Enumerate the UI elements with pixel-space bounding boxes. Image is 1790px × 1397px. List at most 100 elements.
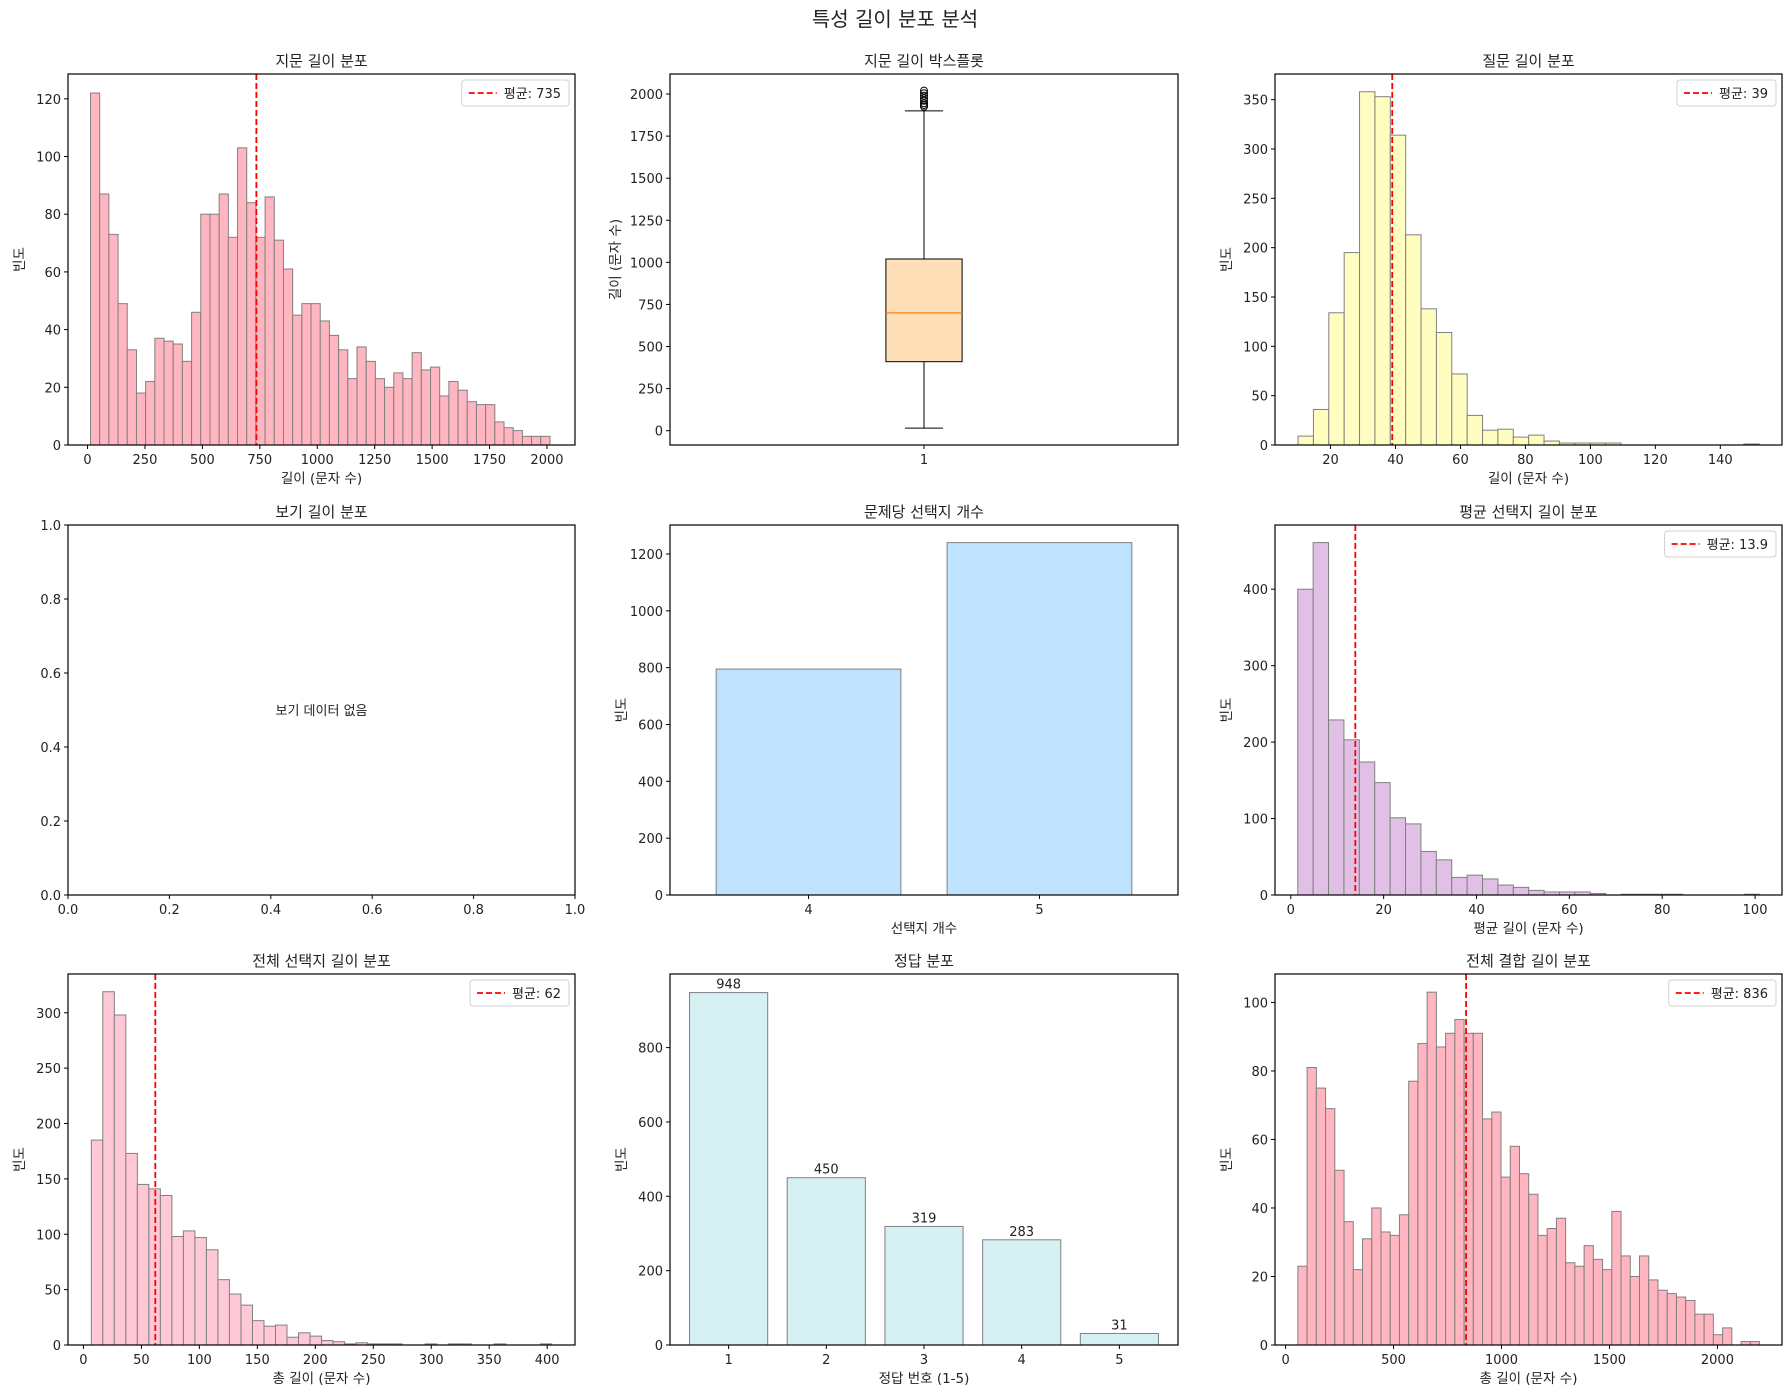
- y-tick-label: 60: [1251, 1133, 1268, 1148]
- x-tick-label: 250: [133, 453, 158, 468]
- histogram-bar: [1374, 96, 1391, 446]
- histogram-bar: [125, 1152, 138, 1346]
- histogram-bar: [319, 320, 330, 446]
- subplot-title: 질문 길이 분포: [1482, 52, 1575, 70]
- histogram-bar: [1312, 542, 1330, 896]
- x-tick-label: 0.4: [260, 903, 281, 918]
- y-tick-label: 50: [44, 1284, 61, 1299]
- histogram-bar: [108, 233, 119, 446]
- histogram-bar: [1445, 1032, 1456, 1346]
- y-tick-label: 40: [1251, 1202, 1268, 1217]
- histogram-bar: [1358, 761, 1376, 896]
- histogram-bar: [1435, 1046, 1447, 1346]
- outlier-point: [920, 86, 928, 95]
- subplot-title: 전체 결합 길이 분포: [1466, 952, 1591, 970]
- histogram-bar: [1380, 1231, 1391, 1346]
- histogram-bar: [328, 334, 340, 446]
- histogram-bar: [145, 381, 156, 446]
- subplot-1: 0 250 500 750 1000 1250 1500 1750 2000 0 20 40 60 80 1…: [12, 52, 576, 487]
- histogram-bar: [1435, 859, 1453, 896]
- histogram-bar: [1518, 1173, 1530, 1346]
- x-tick-label: 0.0: [58, 903, 79, 918]
- x-tick-label: 100: [1743, 903, 1768, 918]
- histogram-bar: [1712, 1334, 1724, 1346]
- x-tick-label: 150: [245, 1353, 270, 1368]
- histogram-bar: [1325, 1108, 1336, 1346]
- histogram-bar: [540, 435, 551, 446]
- histogram-bar: [275, 1324, 288, 1346]
- x-tick-label: 140: [1708, 453, 1733, 468]
- histogram-bar: [1648, 1279, 1659, 1346]
- histogram-bar: [1352, 1269, 1364, 1346]
- axes-frame: [67, 73, 576, 446]
- y-tick-label: 200: [638, 832, 663, 847]
- y-tick-label: 400: [638, 1190, 663, 1205]
- histogram-bar: [1405, 234, 1422, 446]
- histogram-bar: [251, 1320, 265, 1346]
- y-tick-label: 0.4: [40, 741, 61, 756]
- subplot-title: 보기 길이 분포: [275, 503, 368, 521]
- y-tick-label: 0: [1260, 439, 1268, 454]
- histogram-bar: [1491, 1111, 1502, 1346]
- histogram-bar: [1574, 1265, 1585, 1346]
- outlier-point: [920, 94, 928, 103]
- y-tick-label: 0: [655, 889, 663, 904]
- histogram-bar: [102, 991, 115, 1346]
- y-tick-label: 350: [1243, 94, 1268, 109]
- y-tick-label: 300: [1243, 143, 1268, 158]
- x-tick-label: 400: [535, 1353, 560, 1368]
- histogram-bar: [209, 213, 220, 446]
- x-axis-label: 길이 (문자 수): [281, 471, 362, 487]
- y-tick-label: 40: [44, 324, 61, 339]
- bar-value-label: 283: [1009, 1225, 1034, 1240]
- subplot-title: 문제당 선택지 개수: [864, 503, 984, 521]
- legend: 평균: 62: [469, 979, 570, 1007]
- y-tick-label: 0.8: [40, 593, 61, 608]
- x-tick-label: 40: [1387, 453, 1404, 468]
- bar: [689, 992, 769, 1346]
- y-tick-label: 0: [655, 1339, 663, 1354]
- legend-label: 평균: 39: [1719, 87, 1768, 102]
- histogram-bar: [1512, 886, 1530, 896]
- legend-box: [1668, 979, 1777, 1007]
- x-tick-label: 40: [1468, 903, 1485, 918]
- histogram-bar: [1509, 1145, 1520, 1346]
- y-tick-label: 1250: [630, 214, 663, 229]
- axes-frame: [669, 524, 1179, 896]
- x-tick-label: 80: [1654, 903, 1671, 918]
- y-tick-label: 0: [1260, 889, 1268, 904]
- histogram-bar: [163, 340, 174, 446]
- histogram-bar: [347, 378, 358, 446]
- x-tick-label: 500: [190, 453, 215, 468]
- histogram-bar: [218, 193, 229, 446]
- histogram-bar: [194, 1237, 207, 1346]
- histogram-bar: [1297, 588, 1314, 896]
- histogram-bar: [338, 349, 349, 446]
- histogram-bar: [136, 1183, 150, 1346]
- x-tick-label: 4: [1018, 1353, 1026, 1368]
- bar: [982, 1239, 1062, 1346]
- histogram-bar: [205, 1249, 219, 1346]
- histogram-bar: [1435, 332, 1453, 446]
- x-tick-label: 1500: [416, 453, 449, 468]
- histogram-bar: [1343, 1221, 1354, 1346]
- x-tick-label: 200: [303, 1353, 328, 1368]
- y-axis-label: 빈도: [1219, 698, 1235, 723]
- y-tick-label: 20: [44, 381, 61, 396]
- x-tick-label: 100: [1578, 453, 1603, 468]
- legend: 평균: 735: [461, 79, 570, 107]
- histogram-bar: [1420, 308, 1437, 446]
- histogram-bar: [1359, 91, 1376, 446]
- bar: [884, 1225, 964, 1346]
- legend-label: 평균: 735: [504, 87, 561, 102]
- histogram-bar: [181, 360, 193, 446]
- histogram-bar: [117, 303, 128, 446]
- histogram-bar: [135, 392, 147, 446]
- histogram-bar: [154, 337, 165, 446]
- x-tick-label: 60: [1452, 453, 1469, 468]
- y-axis-label: 길이 (문자 수): [608, 219, 624, 300]
- x-tick-label: 0: [1281, 1353, 1289, 1368]
- legend-box: [469, 979, 570, 1007]
- y-tick-label: 100: [1243, 996, 1268, 1011]
